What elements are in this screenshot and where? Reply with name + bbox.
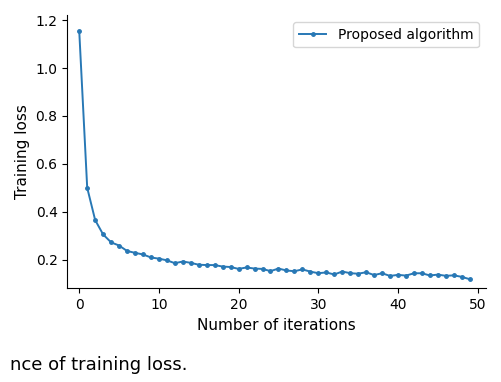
Proposed algorithm — [418, 271, 424, 275]
Proposed algorithm — [195, 262, 201, 267]
Proposed algorithm — [394, 272, 400, 277]
Proposed algorithm — [323, 270, 329, 275]
Proposed algorithm — [132, 251, 138, 255]
Proposed algorithm — [116, 243, 122, 248]
Proposed algorithm — [331, 272, 337, 277]
Proposed algorithm — [211, 263, 217, 267]
Proposed algorithm — [163, 258, 169, 262]
Proposed algorithm — [347, 271, 353, 275]
Proposed algorithm — [171, 261, 177, 265]
Legend: Proposed algorithm: Proposed algorithm — [293, 22, 478, 47]
Y-axis label: Training loss: Training loss — [15, 104, 30, 199]
Proposed algorithm — [235, 267, 241, 271]
Proposed algorithm — [76, 29, 82, 33]
Proposed algorithm — [179, 259, 185, 264]
Proposed algorithm — [450, 273, 456, 278]
Proposed algorithm — [124, 249, 130, 253]
Proposed algorithm — [275, 266, 281, 271]
Proposed algorithm — [283, 268, 289, 273]
Proposed algorithm — [434, 272, 440, 277]
Proposed algorithm — [362, 270, 368, 275]
Line: Proposed algorithm: Proposed algorithm — [77, 29, 470, 281]
Proposed algorithm — [442, 274, 448, 278]
X-axis label: Number of iterations: Number of iterations — [197, 317, 355, 333]
Proposed algorithm — [100, 232, 106, 237]
Proposed algorithm — [291, 269, 297, 274]
Proposed algorithm — [92, 218, 98, 222]
Proposed algorithm — [458, 275, 464, 279]
Proposed algorithm — [402, 273, 408, 278]
Proposed algorithm — [84, 186, 90, 190]
Proposed algorithm — [243, 265, 249, 270]
Proposed algorithm — [307, 269, 313, 274]
Text: nce of training loss.: nce of training loss. — [10, 356, 187, 374]
Proposed algorithm — [259, 267, 265, 271]
Proposed algorithm — [370, 273, 376, 277]
Proposed algorithm — [426, 273, 432, 278]
Proposed algorithm — [299, 267, 305, 272]
Proposed algorithm — [378, 271, 384, 275]
Proposed algorithm — [251, 266, 257, 271]
Proposed algorithm — [267, 269, 273, 274]
Proposed algorithm — [108, 240, 114, 244]
Proposed algorithm — [187, 261, 193, 265]
Proposed algorithm — [339, 269, 345, 274]
Proposed algorithm — [466, 277, 472, 282]
Proposed algorithm — [315, 271, 321, 275]
Proposed algorithm — [156, 256, 162, 261]
Proposed algorithm — [203, 263, 209, 267]
Proposed algorithm — [227, 265, 233, 269]
Proposed algorithm — [386, 274, 392, 278]
Proposed algorithm — [148, 255, 154, 260]
Proposed algorithm — [354, 272, 360, 276]
Proposed algorithm — [219, 264, 225, 269]
Proposed algorithm — [410, 271, 416, 275]
Proposed algorithm — [140, 252, 146, 257]
